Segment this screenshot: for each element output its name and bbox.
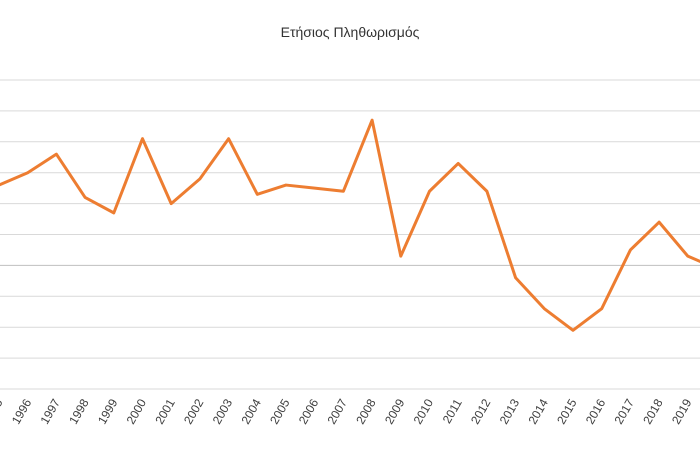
- x-tick-label: 2019: [669, 396, 695, 426]
- x-tick-label: 2013: [497, 396, 523, 426]
- x-tick-label: 2016: [583, 396, 609, 426]
- x-tick-label: 2009: [382, 396, 408, 426]
- x-tick-label: 2008: [353, 396, 379, 426]
- x-tick-label: 2002: [181, 396, 207, 426]
- x-tick-label: 2006: [296, 396, 322, 426]
- x-tick-label: 1996: [9, 396, 35, 426]
- x-tick-label: 2017: [612, 396, 638, 426]
- x-tick-label: 2005: [267, 396, 293, 426]
- x-tick-label: 1998: [66, 396, 92, 426]
- x-tick-label: 1999: [95, 396, 121, 426]
- x-tick-label: 2011: [440, 396, 465, 426]
- x-tick-label: 2018: [640, 396, 666, 426]
- x-tick-label: 2003: [210, 396, 236, 426]
- x-tick-label: 2007: [325, 396, 351, 426]
- x-tick-label: 2012: [468, 396, 494, 426]
- line-series: [0, 118, 700, 332]
- x-tick-label: 1995: [0, 396, 6, 426]
- x-tick-label: 2001: [152, 396, 178, 426]
- x-tick-label: 2004: [238, 396, 264, 426]
- chart-title: Ετήσιος Πληθωρισμός: [281, 24, 420, 40]
- x-tick-label: 2010: [411, 396, 437, 426]
- x-tick-label: 1997: [38, 396, 64, 426]
- x-tick-label: 2000: [124, 396, 150, 426]
- x-tick-label: 2015: [554, 396, 580, 426]
- x-tick-label: 2014: [525, 396, 551, 426]
